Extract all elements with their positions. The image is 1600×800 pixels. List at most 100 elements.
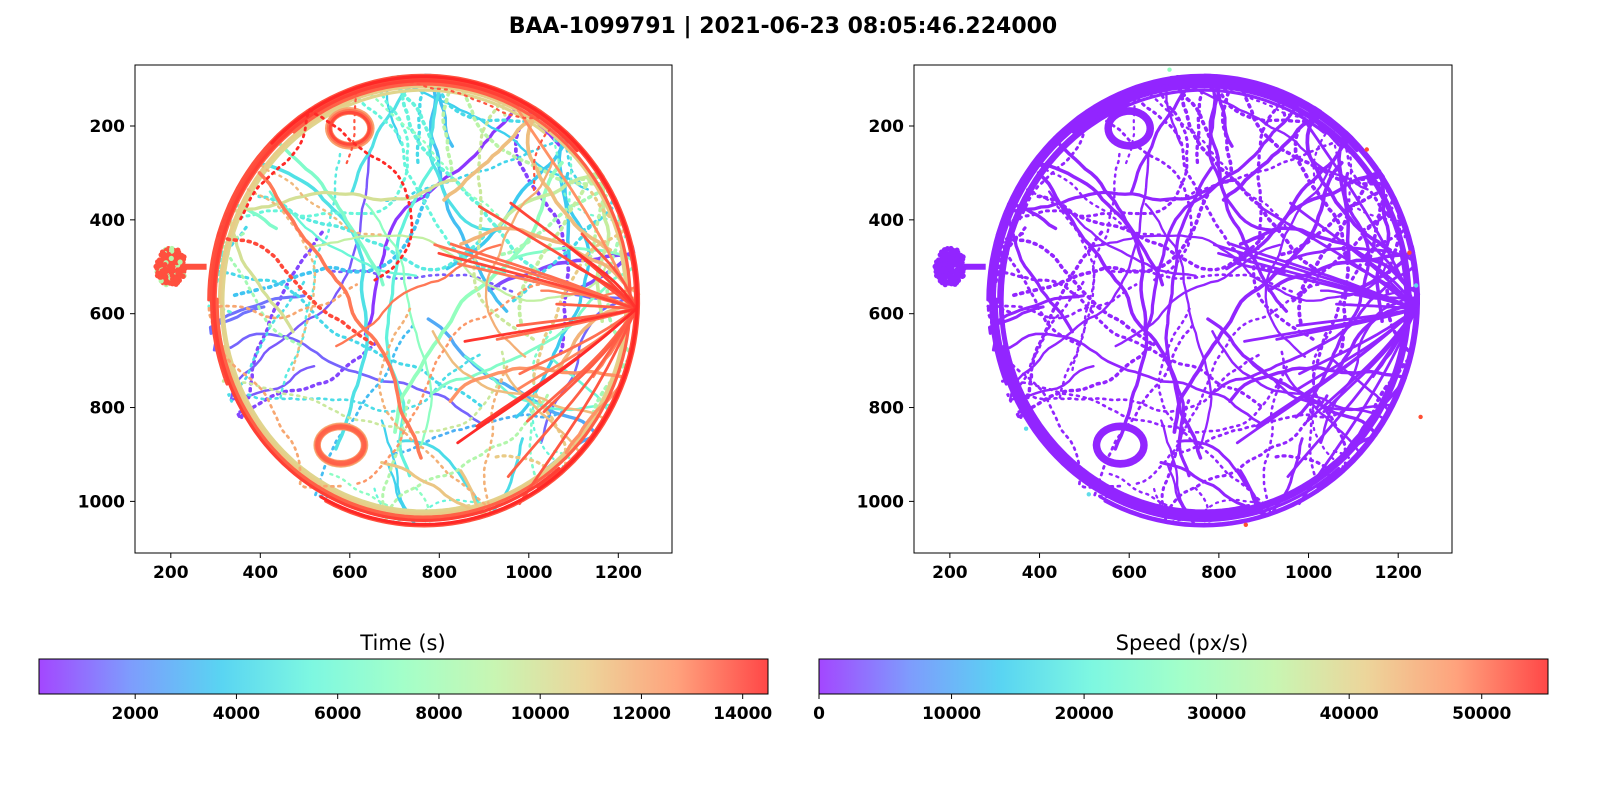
trajectory-track xyxy=(449,242,638,311)
y-tick-label: 600 xyxy=(869,305,905,325)
trajectory-track xyxy=(1157,307,1291,516)
trajectory-track xyxy=(506,307,638,478)
trajectory-track xyxy=(268,190,418,277)
trajectory-track xyxy=(1257,205,1418,311)
figure-title: BAA-1099791 | 2021-06-23 08:05:46.224000 xyxy=(509,14,1058,39)
trajectory-track xyxy=(221,350,506,434)
y-tick-label: 200 xyxy=(869,117,905,137)
trajectory-track xyxy=(1092,422,1148,468)
colorbar-tick-label: 50000 xyxy=(1452,704,1511,724)
trajectory-track xyxy=(1036,171,1203,460)
x-tick-label: 400 xyxy=(243,563,279,583)
trajectory-track xyxy=(548,117,627,239)
trajectory-track xyxy=(1293,127,1351,356)
trajectory-track xyxy=(315,424,367,466)
trajectory-track xyxy=(1107,269,1293,293)
chamber-point xyxy=(947,259,954,265)
trajectory-track xyxy=(994,82,1412,519)
trajectory-track xyxy=(1031,161,1149,451)
colorbar-tick-label: 10000 xyxy=(922,704,981,724)
trajectory-track xyxy=(1131,86,1286,275)
speed-plot-x-ticks: 200 400 600 800 1000 1200 xyxy=(932,553,1422,583)
chamber-point xyxy=(934,270,940,276)
x-tick-label: 600 xyxy=(332,563,368,583)
time-trajectory-plot: 200 400 600 800 1000 1200 200 400 600 800 1000 xyxy=(78,64,673,583)
chamber-point xyxy=(163,268,170,274)
chamber-point xyxy=(175,270,181,276)
colorbar-tick-label: 6000 xyxy=(314,704,361,724)
y-tick-label: 800 xyxy=(90,399,126,419)
chamber-point xyxy=(168,259,174,265)
colorbar-tick-label: 0 xyxy=(813,704,825,724)
colorbar-tick-label: 20000 xyxy=(1055,704,1114,724)
trajectory-track xyxy=(997,84,1410,517)
chamber-point xyxy=(173,275,179,281)
trajectory-track xyxy=(1093,322,1196,499)
trajectory-track xyxy=(326,109,373,148)
trajectory-track xyxy=(1348,246,1418,311)
y-tick-label: 1000 xyxy=(78,492,125,512)
trajectory-track xyxy=(1164,166,1214,478)
trajectory-track xyxy=(1160,419,1202,527)
speed-plot-y-ticks: 200 400 600 800 1000 xyxy=(857,117,914,512)
speed-trajectory-plot: 200 400 600 800 1000 1200 200 400 600 800 1000 xyxy=(857,64,1453,583)
trajectory-track xyxy=(325,107,375,150)
time-plot-frame xyxy=(134,64,673,554)
trajectory-track xyxy=(1280,183,1414,421)
speed-colorbar-label: Speed (px/s) xyxy=(1116,631,1249,655)
trajectory-track xyxy=(217,84,630,517)
trajectory-track xyxy=(279,152,342,400)
y-tick-label: 200 xyxy=(90,117,126,137)
time-colorbar-ticks: 2000 4000 6000 8000 10000 12000 14000 xyxy=(112,694,772,724)
time-colorbar: Time (s) 2000 4000 6000 8000 10000 12000 14000 xyxy=(38,631,772,724)
trajectory-track xyxy=(463,307,638,343)
trajectory-track xyxy=(1295,307,1418,327)
trajectory-track xyxy=(992,80,1299,521)
trajectory-track xyxy=(555,302,638,311)
chamber-point xyxy=(156,257,163,263)
trajectory-track xyxy=(356,282,545,485)
trajectory-track xyxy=(431,330,608,456)
trajectory-track xyxy=(518,307,638,505)
trajectory-track xyxy=(1012,186,1213,298)
chamber-point xyxy=(956,259,962,265)
chamber-point xyxy=(169,246,175,252)
high-speed-point xyxy=(1407,250,1412,255)
trajectory-track xyxy=(1058,152,1121,400)
trajectory-track xyxy=(252,161,369,451)
time-colorbar-label: Time (s) xyxy=(359,631,445,655)
trajectory-track xyxy=(1176,437,1304,518)
chamber-point xyxy=(162,252,168,259)
trajectory-track xyxy=(389,75,544,276)
trajectory-track xyxy=(335,243,502,348)
chamber-point xyxy=(947,267,954,273)
x-tick-label: 600 xyxy=(1111,563,1147,583)
trajectory-track xyxy=(988,222,1263,408)
speed-colorbar-gradient xyxy=(818,658,1549,695)
trajectory-track xyxy=(380,460,492,519)
trajectory-track xyxy=(381,389,551,525)
x-tick-label: 200 xyxy=(932,563,968,583)
trajectory-track xyxy=(518,307,638,376)
trajectory-track xyxy=(1251,86,1315,341)
trajectory-track xyxy=(517,168,605,325)
trajectory-track xyxy=(1018,108,1193,283)
trajectory-track xyxy=(365,202,433,450)
chamber-point xyxy=(163,273,169,279)
trajectory-track xyxy=(349,74,502,232)
x-tick-label: 800 xyxy=(1201,563,1237,583)
y-tick-label: 400 xyxy=(869,211,905,231)
trajectory-track xyxy=(1308,330,1357,490)
trajectory-track xyxy=(270,75,639,526)
trajectory-track xyxy=(1195,73,1316,164)
colorbar-tick-label: 4000 xyxy=(213,704,260,724)
trajectory-track xyxy=(497,170,611,323)
trajectory-track xyxy=(1006,135,1165,287)
chamber-point xyxy=(168,255,174,261)
speed-colorbar-ticks: 0 10000 20000 30000 40000 50000 xyxy=(813,694,1511,724)
trajectory-track xyxy=(437,251,638,311)
high-speed-point xyxy=(1023,426,1029,431)
chamber-point xyxy=(954,280,960,286)
trajectory-track xyxy=(377,307,511,516)
x-tick-label: 200 xyxy=(153,563,189,583)
